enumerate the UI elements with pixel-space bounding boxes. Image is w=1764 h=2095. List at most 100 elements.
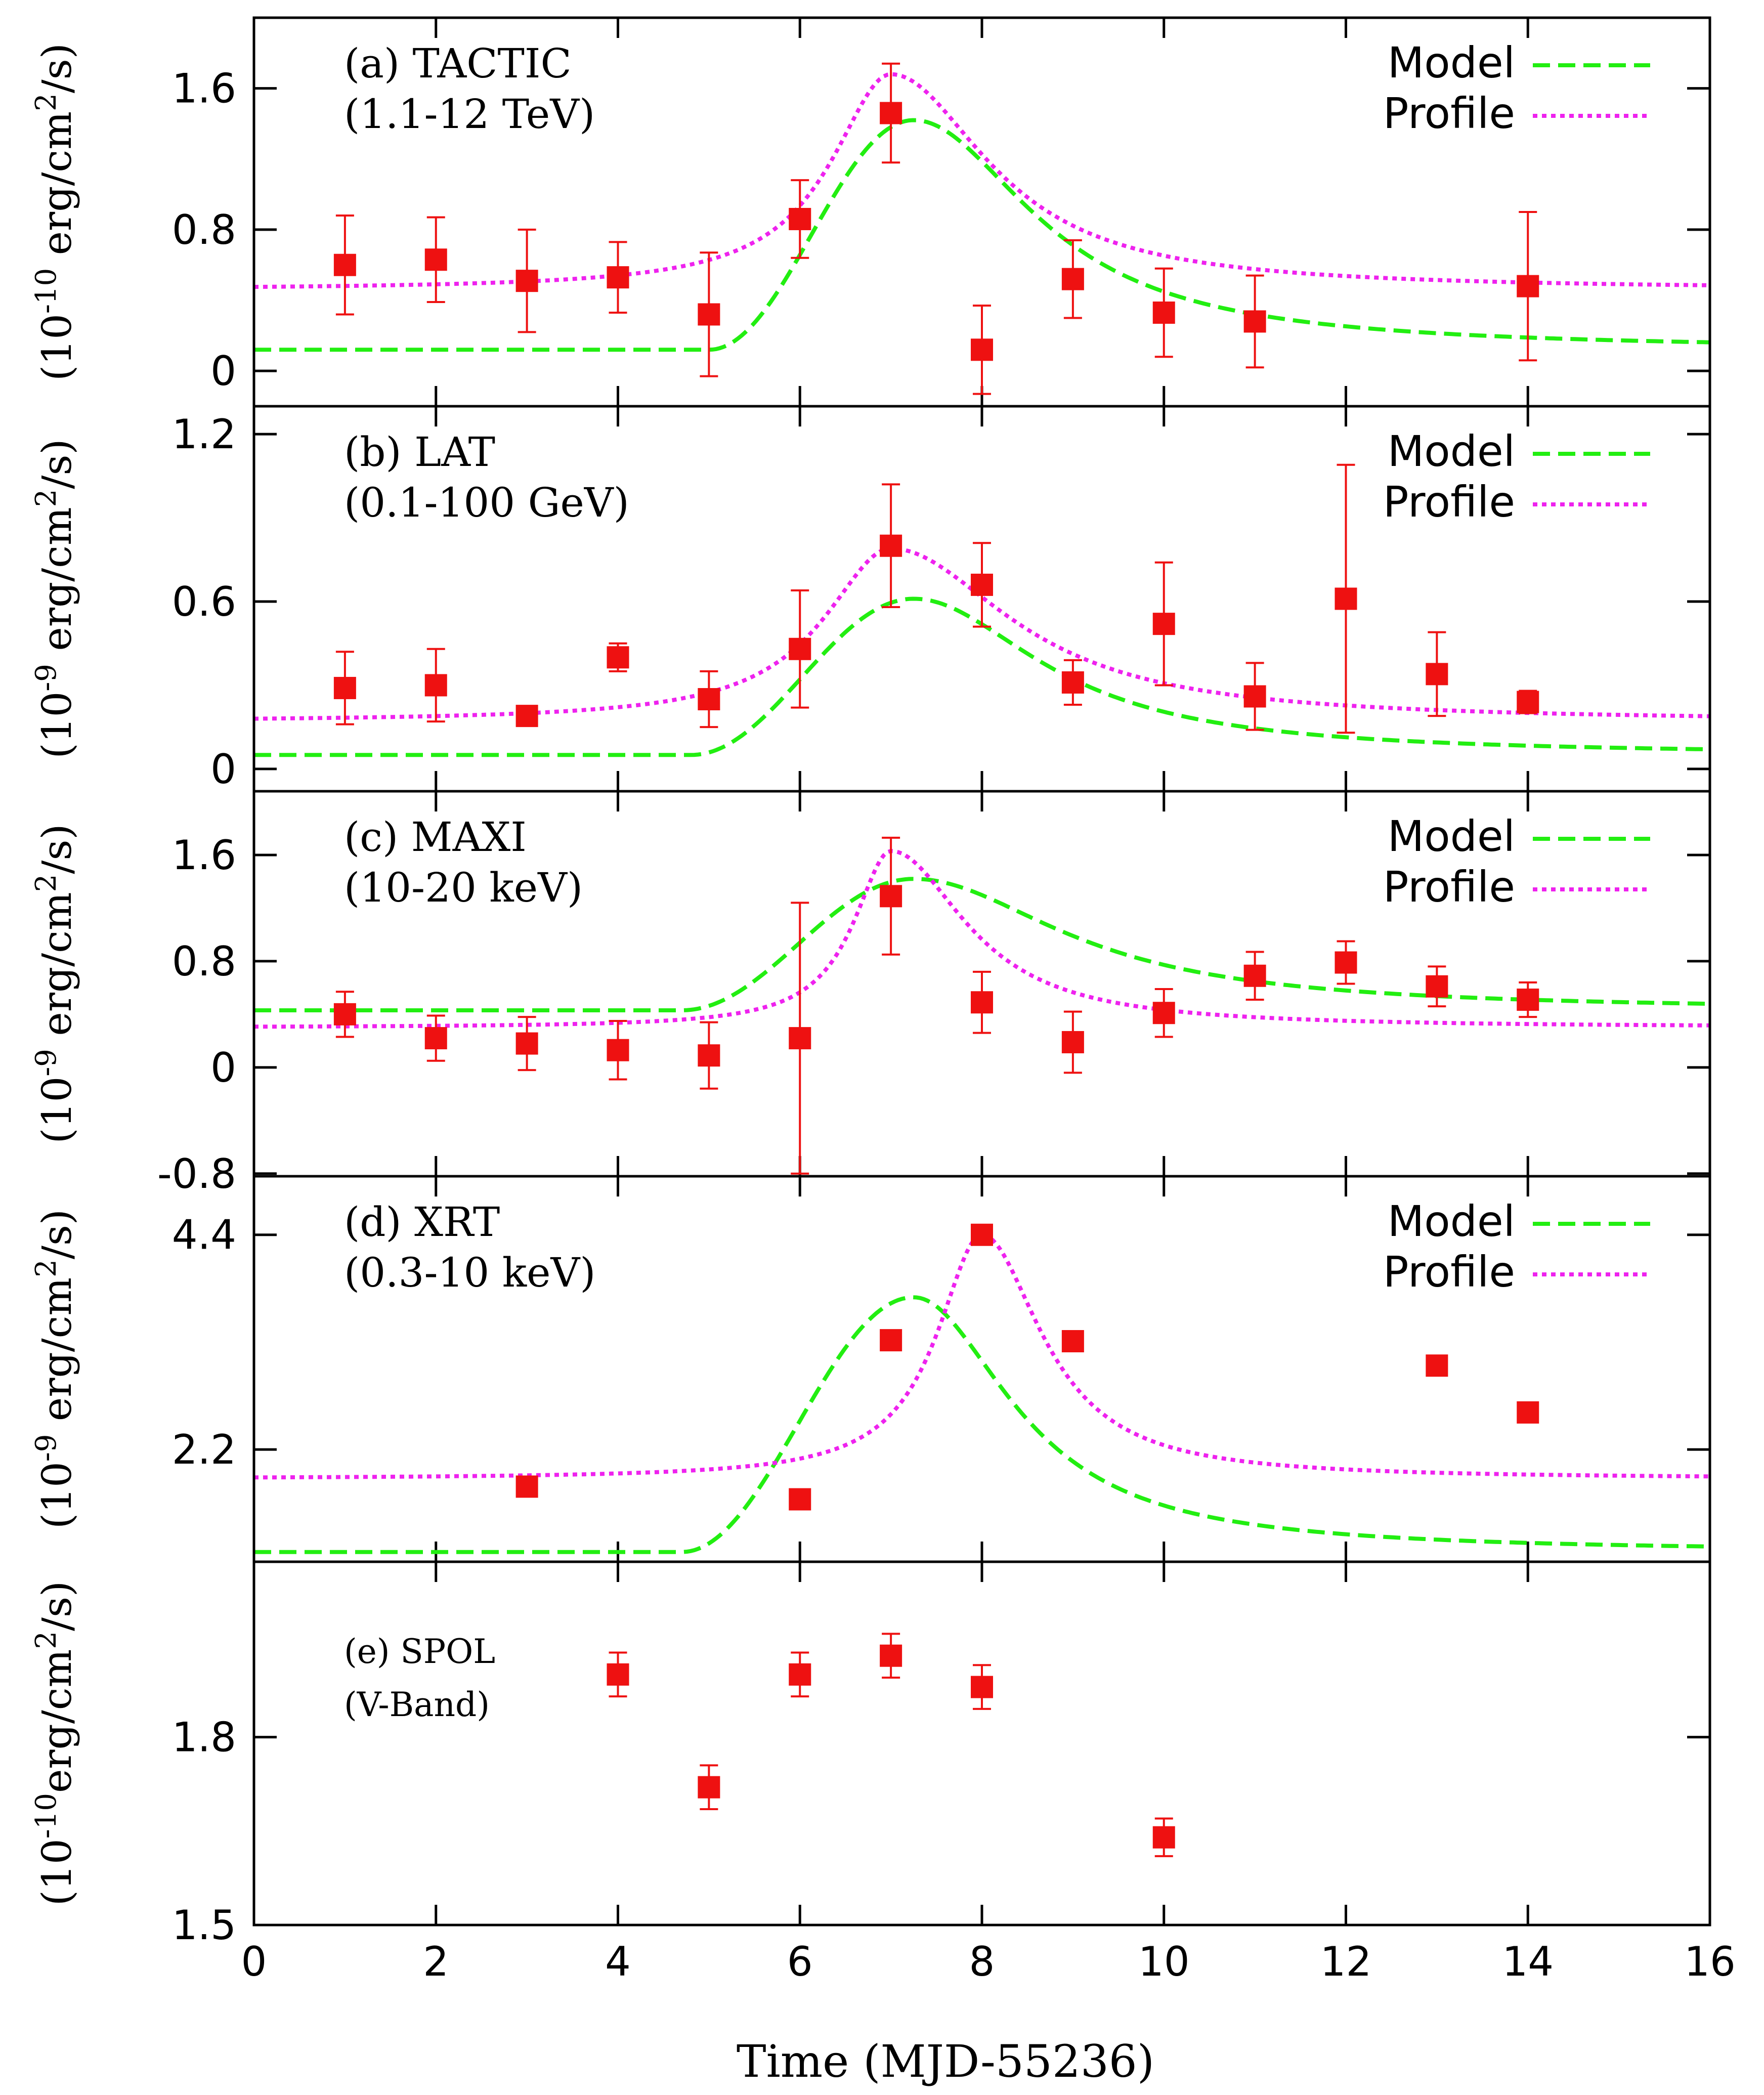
data-point — [424, 248, 447, 271]
model-curve — [254, 877, 1710, 1012]
y-tick-label: -0.8 — [157, 1150, 236, 1198]
panels: 0 0.8 1.6 (10-10 erg/cm2/s) (a) TACTIC(1.1-1… — [30, 16, 1711, 1949]
panel-d: 2.2 4.4 (10-9 erg/cm2/s) (d) XRT(0.3-10 keV… — [30, 1175, 1711, 1563]
y-tick-label: 0 — [210, 746, 236, 793]
data-point — [1152, 1826, 1175, 1849]
y-tick-label: 0 — [210, 1044, 236, 1091]
y-axis-label: (10-9 erg/cm2/s) — [30, 1209, 80, 1529]
data-point — [971, 338, 993, 361]
data-point — [515, 1475, 538, 1498]
data-point — [1061, 268, 1084, 290]
data-point — [971, 991, 993, 1014]
legend-model-label: Model — [1388, 1196, 1515, 1246]
panel-subtitle: (0.1-100 GeV) — [344, 479, 629, 526]
data-point — [1426, 975, 1448, 998]
panel-subtitle: (1.1-12 TeV) — [344, 91, 595, 138]
y-tick-label: 1.6 — [172, 65, 236, 112]
y-tick-label: 0.8 — [172, 206, 236, 253]
data-point — [1517, 691, 1539, 713]
curves — [254, 1232, 1710, 1554]
data-point — [424, 674, 447, 697]
data-point — [515, 1032, 538, 1055]
data-point — [424, 1027, 447, 1050]
data-point — [698, 303, 720, 326]
data-point — [1152, 1002, 1175, 1024]
y-tick-label: 4.4 — [172, 1212, 236, 1259]
x-axis-label: Time (MJD-55236) — [737, 2035, 1154, 2087]
x-tick-label: 6 — [787, 1938, 813, 1985]
y-axis-label: (10-9 erg/cm2/s) — [30, 824, 80, 1143]
data-point — [880, 1329, 902, 1352]
legend-model-label: Model — [1388, 38, 1515, 88]
legend-profile-label: Profile — [1383, 1247, 1515, 1297]
y-tick-label: 0.6 — [172, 578, 236, 625]
data-point — [789, 1488, 811, 1511]
panel-title: (c) MAXI — [344, 814, 527, 861]
data-point — [971, 1223, 993, 1246]
data-point — [1152, 301, 1175, 324]
curves — [254, 849, 1710, 1029]
panel-a: 0 0.8 1.6 (10-10 erg/cm2/s) (a) TACTIC(1.1-1… — [30, 16, 1711, 408]
y-tick-label: 1.8 — [172, 1714, 236, 1761]
panel-title: (a) TACTIC — [344, 40, 572, 87]
data-point — [1335, 587, 1357, 610]
panel-b: 0 0.6 1.2 (10-9 erg/cm2/s) (b) LAT(0.1-100 G… — [30, 405, 1711, 793]
data-point — [698, 1044, 720, 1067]
profile-curve — [254, 849, 1710, 1029]
data-point — [333, 253, 356, 276]
legend-model-label: Model — [1388, 426, 1515, 476]
data-point — [1061, 671, 1084, 694]
y-axis-label: (10-10 erg/cm2/s) — [30, 43, 80, 381]
data-point — [1426, 1354, 1448, 1377]
x-tick-label: 12 — [1320, 1938, 1372, 1985]
panel-subtitle: (0.3-10 keV) — [344, 1249, 596, 1296]
y-tick-label: 0 — [210, 348, 236, 395]
data-point — [607, 646, 629, 669]
data-point — [1061, 1330, 1084, 1353]
panel-e: 1.5 1.8 (10-10erg/cm2/s) (e) SPOL (V-Band) — [30, 1560, 1711, 1949]
y-tick-label: 2.2 — [172, 1426, 236, 1473]
x-tick-label: 16 — [1684, 1938, 1736, 1985]
data-point — [1243, 964, 1266, 987]
model-curve — [254, 118, 1710, 352]
data-point — [1517, 1401, 1539, 1424]
data-points — [333, 463, 1539, 734]
data-point — [607, 1039, 629, 1061]
x-tick-label: 2 — [423, 1938, 449, 1985]
profile-curve — [254, 1232, 1710, 1480]
x-tick-label: 4 — [605, 1938, 631, 1985]
data-point — [698, 688, 720, 711]
x-axis: 0 2 4 6 8 10 12 14 16 — [241, 1938, 1736, 1985]
data-point — [880, 102, 902, 124]
data-point — [1243, 685, 1266, 708]
data-point — [1243, 310, 1266, 333]
data-point — [789, 207, 811, 230]
data-point — [607, 1663, 629, 1686]
curves — [254, 72, 1710, 352]
data-point — [333, 676, 356, 699]
panel-title: (b) LAT — [344, 429, 495, 476]
panel-c: -0.8 0 0.8 1.6 (10-9 erg/cm2/s) (c) MAXI(10-2… — [30, 790, 1711, 1198]
panel-frame — [252, 1560, 1711, 1927]
y-tick-label: 1.6 — [172, 832, 236, 879]
y-tick-label: 0.8 — [172, 938, 236, 985]
x-tick-label: 10 — [1138, 1938, 1190, 1985]
legend-profile-label: Profile — [1383, 862, 1515, 912]
legend-profile-label: Profile — [1383, 89, 1515, 138]
y-tick-label: 1.2 — [172, 411, 236, 458]
data-point — [880, 885, 902, 908]
data-point — [333, 1003, 356, 1025]
legend-profile-label: Profile — [1383, 477, 1515, 527]
data-point — [971, 1676, 993, 1698]
data-point — [789, 1663, 811, 1686]
data-point — [880, 534, 902, 557]
data-points — [333, 836, 1539, 1175]
x-tick-label: 8 — [969, 1938, 995, 1985]
data-point — [1061, 1031, 1084, 1053]
data-point — [515, 270, 538, 292]
data-point — [971, 573, 993, 596]
data-point — [1517, 988, 1539, 1011]
profile-curve — [254, 72, 1710, 289]
panel-title: (d) XRT — [344, 1199, 500, 1246]
